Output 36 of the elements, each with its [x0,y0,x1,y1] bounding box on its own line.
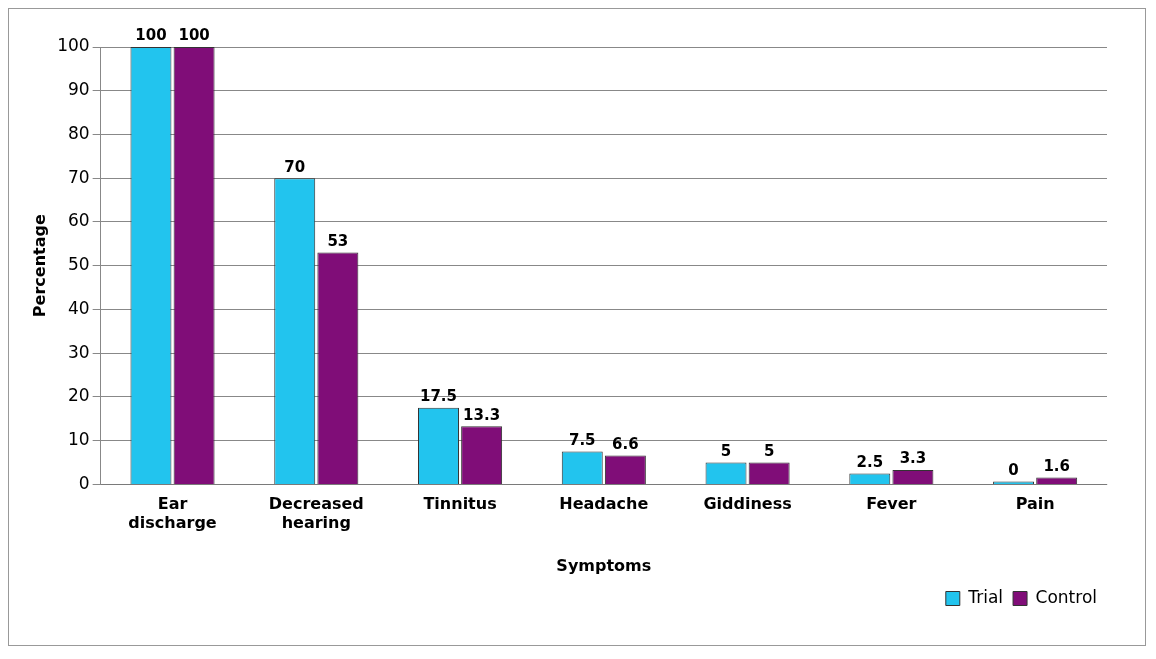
x-tick-label: Decreased hearing [268,494,364,533]
y-tick-label: 30 [68,341,90,362]
x-tick-label: Giddiness [703,494,792,514]
x-tick-label: Tinnitus [423,494,497,514]
y-axis-title: Percentage [29,214,49,318]
data-label: 6.6 [612,434,639,453]
x-tick-label: Headache [559,494,649,514]
data-label: 2.5 [856,452,884,471]
data-label: 1.6 [1043,456,1070,475]
y-tick-label: 20 [68,385,90,406]
data-label: 17.5 [419,387,457,406]
data-label: 5 [763,441,775,460]
data-label: 0 [1008,460,1019,479]
y-tick-label: 10 [68,429,90,450]
x-tick-label: Pain [1015,494,1055,514]
data-label: 7.5 [568,430,596,449]
data-label: 100 [135,26,167,45]
y-tick-label: 40 [68,297,90,318]
data-label: 70 [284,157,306,176]
y-tick-label: 90 [68,79,90,100]
x-tick-label: Fever [866,494,917,514]
y-tick-label: 50 [68,254,90,275]
y-tick-label: 80 [68,122,90,143]
legend-label: Control [1035,586,1097,607]
y-tick-label: 0 [78,472,90,493]
x-axis-title: Symptoms [556,555,652,575]
data-label: 13.3 [463,405,501,424]
legend-label: Trial [967,586,1004,607]
data-label: 53 [327,231,349,250]
y-tick-label: 70 [68,166,90,187]
data-label: 100 [178,26,210,45]
y-tick-label: 60 [68,210,90,231]
data-label: 3.3 [899,449,927,468]
x-tick-label: Ear discharge [128,494,217,533]
data-label: 5 [720,441,732,460]
y-tick-label: 100 [57,35,90,56]
